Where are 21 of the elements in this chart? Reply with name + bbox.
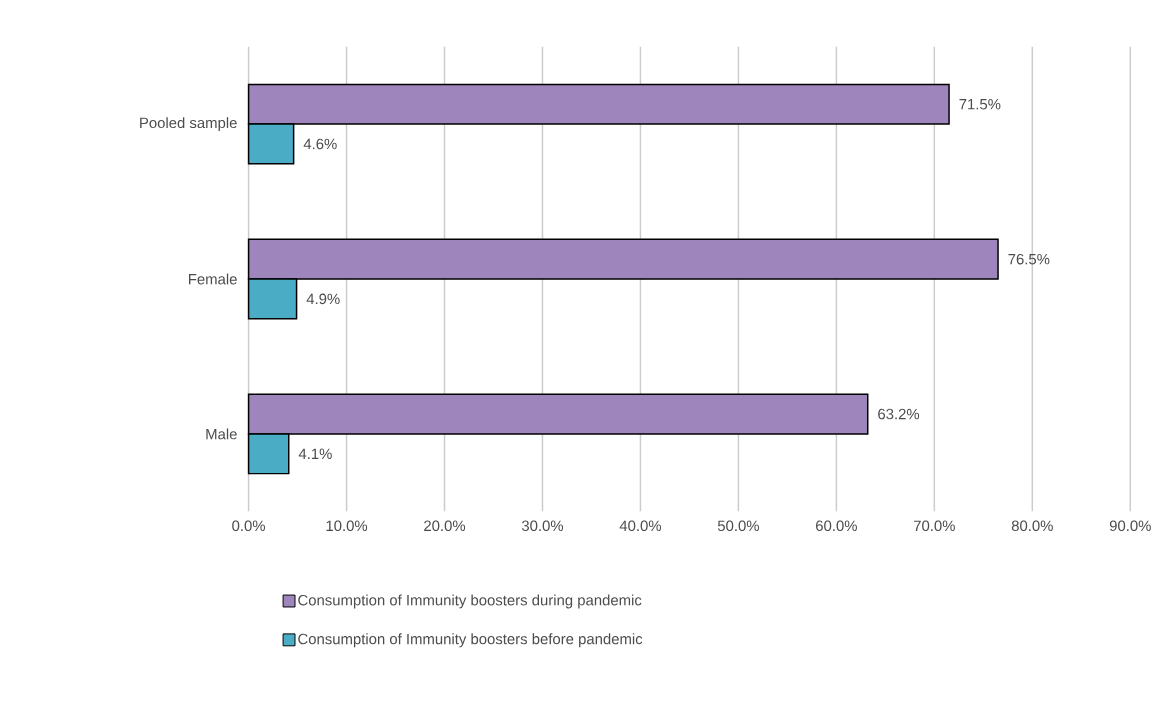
x-tick-label: 70.0% <box>914 520 955 532</box>
data-label: 76.5% <box>1008 253 1050 265</box>
data-label: 4.6% <box>303 138 337 150</box>
data-label: 63.2% <box>878 408 920 420</box>
x-tick-label: 10.0% <box>326 520 368 532</box>
x-tick-label: 30.0% <box>521 520 564 532</box>
x-tick-label: 50.0% <box>717 520 759 532</box>
x-tick-label: 80.0% <box>1011 520 1053 532</box>
x-tick-label: 90.0% <box>1109 520 1151 532</box>
data-label: 4.1% <box>298 448 332 459</box>
x-tick-label: 20.0% <box>424 520 466 532</box>
y-tick-label: Pooled sample <box>140 117 237 132</box>
data-label: 71.5% <box>959 99 1001 110</box>
y-tick-label: Female <box>189 273 237 285</box>
legend-label: Consumption of Immunity boosters before pandemic <box>298 633 643 648</box>
data-label: 4.9% <box>306 293 340 305</box>
y-tick-label: Male <box>206 428 237 440</box>
legend-label: Consumption of Immunity boosters during pandemic <box>298 594 642 609</box>
x-tick-label: 60.0% <box>816 520 857 532</box>
x-tick-label: 0.0% <box>232 520 266 532</box>
x-tick-label: 40.0% <box>619 520 662 532</box>
